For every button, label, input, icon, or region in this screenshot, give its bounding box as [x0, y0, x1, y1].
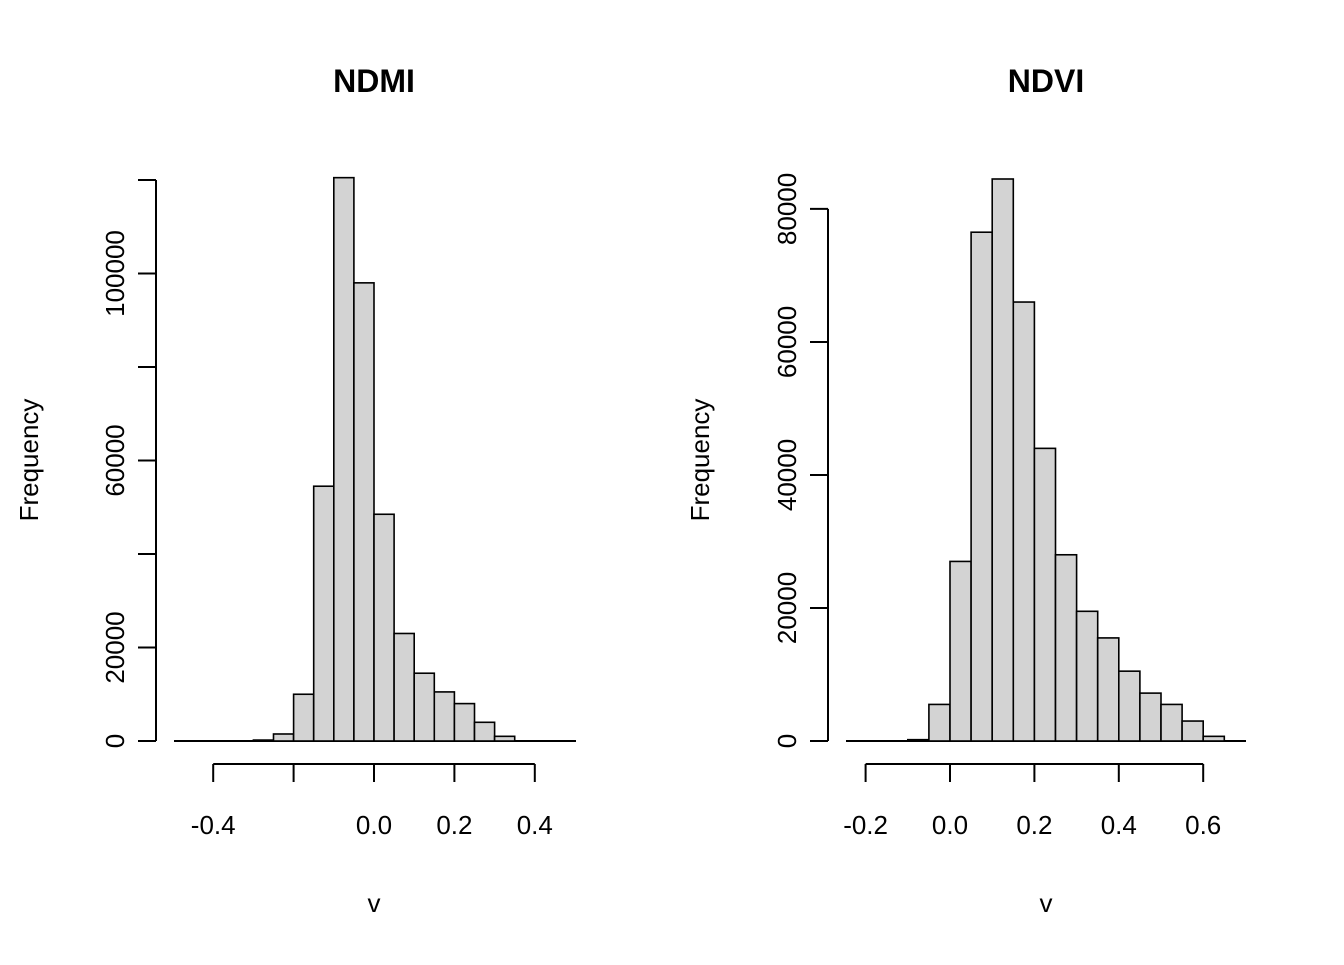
ndmi-bar-15 — [473, 721, 496, 742]
ndvi-bar-6 — [970, 231, 993, 742]
ndmi-bar-6 — [292, 693, 315, 742]
ndmi-bar-4 — [252, 739, 275, 742]
ndmi-y-tick-label-5: 100000 — [100, 230, 130, 317]
ndvi-bar-3 — [906, 738, 930, 742]
ndmi-bar-10 — [373, 513, 395, 742]
ndmi-histogram-panel: 0 20000 60000 100000 -0.4 0.0 0.2 0.4 NDMI v Frequ… — [14, 63, 576, 918]
ndvi-x-tick-label-0: -0.2 — [843, 810, 888, 840]
ndvi-y-axis-label: Frequency — [685, 399, 715, 522]
ndmi-x-tick-label-4: 0.4 — [517, 810, 553, 840]
ndvi-x-tick-label-3: 0.4 — [1101, 810, 1137, 840]
ndvi-title: NDVI — [1008, 63, 1084, 99]
ndvi-y-tick-label-0: 0 — [772, 734, 802, 748]
ndmi-bar-12 — [413, 672, 436, 742]
ndmi-bar-11 — [393, 632, 416, 742]
ndmi-bar-7 — [312, 485, 335, 742]
ndmi-bar-16 — [493, 735, 516, 742]
ndvi-y-tick-label-3: 60000 — [772, 306, 802, 378]
ndvi-bar-17 — [1202, 735, 1226, 742]
ndmi-bar-13 — [433, 691, 456, 742]
ndvi-y-tick-label-1: 20000 — [772, 572, 802, 644]
ndmi-x-tick-label-3: 0.2 — [436, 810, 472, 840]
ndvi-bar-10 — [1054, 553, 1078, 742]
ndmi-x-tick-label-2: 0.0 — [356, 810, 392, 840]
ndvi-bar-5 — [949, 560, 972, 742]
ndmi-bar-14 — [453, 702, 476, 742]
ndvi-bar-9 — [1033, 447, 1057, 742]
ndmi-title: NDMI — [333, 63, 415, 99]
ndvi-bar-11 — [1075, 610, 1099, 742]
ndvi-bar-12 — [1096, 637, 1120, 742]
ndvi-x-tick-label-1: 0.0 — [932, 810, 968, 840]
ndvi-bar-7 — [991, 178, 1015, 742]
ndvi-histogram-panel: 0 20000 40000 60000 80000 -0.2 0.0 0.2 0.4 0.6 NDV… — [685, 63, 1246, 918]
ndvi-x-axis-label: v — [1040, 888, 1053, 918]
ndmi-y-tick-label-3: 60000 — [100, 424, 130, 496]
ndvi-bar-16 — [1181, 720, 1204, 742]
ndvi-x-tick-label-4: 0.6 — [1185, 810, 1221, 840]
ndvi-bar-13 — [1118, 670, 1141, 742]
ndmi-y-axis-label: Frequency — [14, 399, 44, 522]
ndvi-bar-15 — [1160, 703, 1183, 742]
ndmi-y-tick-label-0: 0 — [100, 734, 130, 748]
ndvi-y-tick-label-2: 40000 — [772, 439, 802, 511]
ndmi-bar-9 — [353, 282, 375, 742]
ndvi-bar-4 — [928, 703, 951, 742]
ndvi-bar-14 — [1139, 692, 1162, 742]
ndmi-bar-5 — [272, 733, 295, 742]
ndvi-x-tick-label-2: 0.2 — [1016, 810, 1052, 840]
ndmi-bar-8 — [332, 176, 355, 742]
ndvi-bar-8 — [1012, 301, 1036, 742]
ndmi-x-tick-label-0: -0.4 — [191, 810, 236, 840]
ndmi-x-axis-label: v — [368, 888, 381, 918]
ndvi-y-tick-label-4: 80000 — [772, 173, 802, 245]
ndmi-y-tick-label-1: 20000 — [100, 611, 130, 683]
